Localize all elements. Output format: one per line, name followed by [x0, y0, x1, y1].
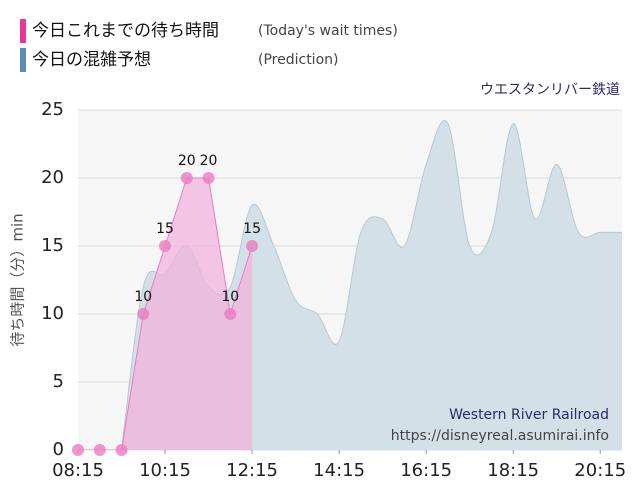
legend-label: 今日の混雑予想	[32, 50, 151, 70]
marker	[115, 444, 128, 456]
subtitle: ウエスタンリバー鉄道	[480, 82, 620, 98]
marker	[72, 444, 84, 456]
x-tick-label: 18:15	[487, 460, 539, 481]
area	[78, 178, 253, 450]
data-label: 10	[221, 289, 239, 305]
legend-swatch	[20, 19, 26, 43]
data-label: 20	[178, 153, 196, 169]
plot-clip	[78, 120, 622, 450]
data-label: 10	[134, 289, 152, 305]
data-label: 15	[243, 221, 261, 237]
x-tick-label: 16:15	[400, 460, 452, 481]
data-label: 20	[200, 153, 218, 169]
marker	[224, 308, 237, 320]
marker	[246, 240, 259, 252]
annotation: https://disneyreal.asumirai.info	[391, 428, 609, 444]
legend-swatch	[20, 48, 26, 72]
annotation: Western River Railroad	[449, 407, 609, 423]
marker	[202, 172, 215, 184]
y-tick-label: 15	[41, 235, 64, 256]
x-tick-label: 14:15	[313, 460, 365, 481]
y-tick-label: 10	[41, 303, 64, 324]
y-axis-label: 待ち時間（分）min	[9, 213, 27, 346]
marker	[159, 240, 172, 252]
x-tick-label: 12:15	[226, 460, 278, 481]
y-tick-label: 20	[41, 167, 64, 188]
legend-note: (Today's wait times)	[258, 23, 398, 39]
legend-note: (Prediction)	[258, 52, 338, 68]
y-tick-label: 5	[53, 371, 64, 392]
x-tick-label: 08:15	[52, 460, 104, 481]
marker	[137, 308, 150, 320]
marker	[180, 172, 193, 184]
y-tick-label: 0	[53, 439, 64, 460]
legend-label: 今日これまでの待ち時間	[32, 21, 219, 41]
y-tick-label: 25	[41, 99, 64, 120]
x-tick-label: 20:15	[574, 460, 626, 481]
marker	[93, 444, 106, 456]
x-tick-label: 10:15	[139, 460, 191, 481]
data-label: 15	[156, 221, 174, 237]
